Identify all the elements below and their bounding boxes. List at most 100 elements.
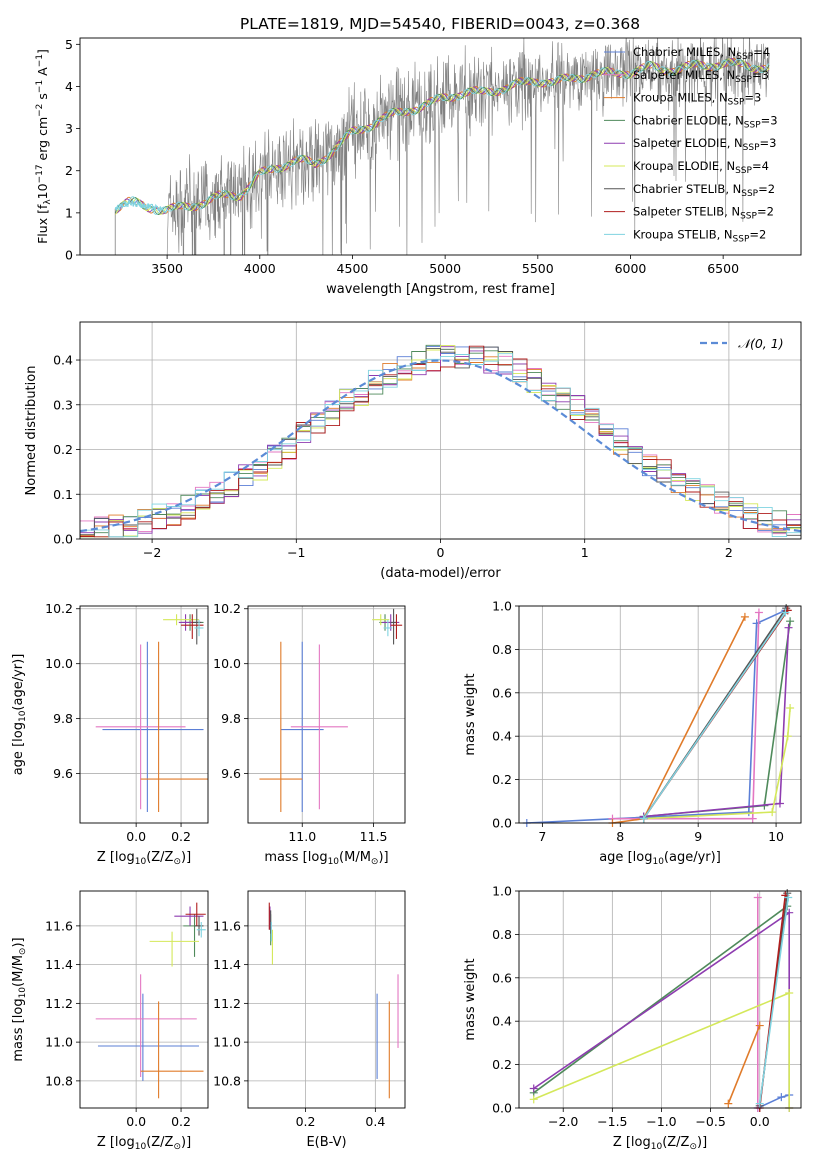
y-axis-label: mass weight bbox=[463, 673, 478, 755]
x-axis-label: mass [log10(M/M⊙)] bbox=[264, 850, 388, 867]
series-marker bbox=[755, 1021, 764, 1030]
legend-label: Salpeter STELIB, NSSP=2 bbox=[633, 205, 774, 222]
chart-residuals: −2 −1 0 1 2 0.0 0.1 0.2 0.3 0.4 𝒩(0, 1) (data-model… bbox=[24, 321, 802, 581]
series-marker bbox=[781, 608, 790, 617]
series-marker bbox=[784, 623, 793, 632]
y-tick-label: 10.8 bbox=[213, 1073, 241, 1088]
y-tick-label: 4 bbox=[65, 79, 73, 94]
series-marker bbox=[786, 617, 795, 626]
x-tick-label: 9 bbox=[694, 829, 702, 844]
legend-label: Chabrier ELODIE, NSSP=3 bbox=[633, 113, 778, 130]
y-tick-label: 1 bbox=[65, 205, 73, 220]
series-marker bbox=[753, 893, 762, 902]
x-axis-label: (data-model)/error bbox=[380, 566, 501, 581]
series-marker bbox=[768, 808, 777, 817]
series-marker bbox=[784, 893, 793, 902]
y-axis-label: age [log10(age/yr)] bbox=[11, 654, 28, 776]
series-line bbox=[526, 609, 786, 823]
model-line bbox=[114, 58, 770, 215]
x-tick-label: −2.0 bbox=[548, 1114, 578, 1129]
chart-mass_weight_vs_Z: −2.0 −1.5 −1.0 −0.5 0.0 0.0 0.2 0.4 0.6 0.8 1.0 Z [… bbox=[463, 884, 802, 1152]
legend-label: Salpeter ELODIE, NSSP=3 bbox=[633, 136, 776, 153]
legend-label: Kroupa ELODIE, NSSP=4 bbox=[633, 159, 769, 176]
x-tick-label: 11.5 bbox=[360, 829, 388, 844]
x-tick-label: 6000 bbox=[615, 261, 647, 276]
x-tick-label: −2 bbox=[143, 545, 161, 560]
y-tick-label: 11.0 bbox=[213, 1035, 241, 1050]
y-tick-label: 10.8 bbox=[45, 1073, 73, 1088]
y-axis-label: mass [log10(M/M⊙)] bbox=[11, 937, 28, 1061]
y-tick-label: 10.2 bbox=[213, 601, 241, 616]
chart-mass_vs_ebv: 0.2 0.4 10.8 11.0 11.2 11.4 11.6 E(B-V) bbox=[213, 890, 406, 1150]
series-marker bbox=[775, 799, 784, 808]
y-tick-label: 10.2 bbox=[45, 601, 73, 616]
chart-mass_vs_Z: 0.0 0.2 10.8 11.0 11.2 11.4 11.6 Z [log10(Z/Z⊙)… bbox=[11, 890, 209, 1152]
y-tick-label: 9.6 bbox=[53, 766, 73, 781]
series-line bbox=[643, 707, 791, 820]
series-marker bbox=[785, 988, 794, 997]
y-tick-label: 9.6 bbox=[221, 766, 241, 781]
y-tick-label: 11.2 bbox=[45, 996, 73, 1011]
axes-frame bbox=[247, 890, 406, 1109]
series-marker bbox=[529, 1084, 538, 1093]
x-tick-label: 5000 bbox=[429, 261, 461, 276]
x-tick-label: 7 bbox=[538, 829, 546, 844]
series-marker bbox=[639, 814, 648, 823]
normal-curve bbox=[80, 359, 801, 533]
series-marker bbox=[786, 703, 795, 712]
axes-frame bbox=[79, 321, 802, 540]
y-axis-label: Flux [fλ10−17 erg cm−2 s−1 A−1] bbox=[35, 49, 53, 244]
series-line bbox=[727, 1025, 761, 1104]
series-line bbox=[612, 616, 746, 823]
legend-label: Chabrier STELIB, NSSP=2 bbox=[633, 182, 775, 199]
x-tick-label: 0.2 bbox=[171, 1114, 191, 1129]
chart-spectrum: 3500 4000 4500 5000 5500 6000 6500 0 1 2 3 4 5 Chabri… bbox=[35, 37, 802, 297]
axes-frame bbox=[518, 605, 802, 824]
legend-label: Salpeter MILES, NSSP=3 bbox=[633, 68, 769, 85]
y-tick-label: 1.0 bbox=[492, 884, 512, 899]
x-tick-label: 2 bbox=[725, 545, 733, 560]
y-tick-label: 11.4 bbox=[45, 957, 73, 972]
series-marker bbox=[744, 808, 753, 817]
y-tick-label: 0.8 bbox=[492, 642, 512, 657]
y-tick-label: 10.0 bbox=[213, 656, 241, 671]
axes-frame bbox=[247, 605, 406, 824]
axes-frame bbox=[79, 37, 802, 256]
y-tick-label: 0.4 bbox=[492, 1014, 512, 1029]
series-line bbox=[612, 612, 760, 820]
model-line bbox=[114, 59, 770, 215]
y-tick-label: 0.2 bbox=[53, 442, 73, 457]
data-spectrum-line bbox=[166, 38, 770, 255]
y-tick-label: 0.3 bbox=[53, 397, 73, 412]
series-marker bbox=[748, 814, 757, 823]
x-axis-label: Z [log10(Z/Z⊙)] bbox=[97, 850, 191, 867]
x-tick-label: 4500 bbox=[337, 261, 369, 276]
x-tick-label: 11.0 bbox=[288, 829, 316, 844]
axes-frame bbox=[518, 890, 802, 1109]
series-marker bbox=[783, 732, 792, 741]
x-tick-label: 0.2 bbox=[171, 829, 191, 844]
series-marker bbox=[754, 608, 763, 617]
series-marker bbox=[740, 612, 749, 621]
x-tick-label: 0.0 bbox=[126, 829, 146, 844]
x-axis-label: E(B-V) bbox=[306, 1135, 346, 1150]
histogram-series bbox=[80, 353, 801, 538]
x-tick-label: 0.0 bbox=[126, 1114, 146, 1129]
x-tick-label: 3500 bbox=[151, 261, 183, 276]
y-tick-label: 0.2 bbox=[492, 1057, 512, 1072]
model-line bbox=[114, 58, 770, 215]
series-line bbox=[758, 897, 789, 1104]
histogram-series bbox=[80, 346, 801, 538]
y-tick-label: 1.0 bbox=[492, 599, 512, 614]
y-tick-label: 11.6 bbox=[45, 918, 73, 933]
series-line bbox=[533, 905, 788, 1094]
x-tick-label: −0.5 bbox=[695, 1114, 725, 1129]
y-tick-label: 11.0 bbox=[45, 1035, 73, 1050]
x-tick-label: 4000 bbox=[244, 261, 276, 276]
figure-title: PLATE=1819, MJD=54540, FIBERID=0043, z=0… bbox=[240, 15, 640, 33]
legend-label: 𝒩(0, 1) bbox=[738, 336, 784, 351]
y-tick-label: 3 bbox=[65, 121, 73, 136]
y-tick-label: 0.1 bbox=[53, 487, 73, 502]
legend-label: Chabrier MILES, NSSP=4 bbox=[633, 45, 770, 62]
